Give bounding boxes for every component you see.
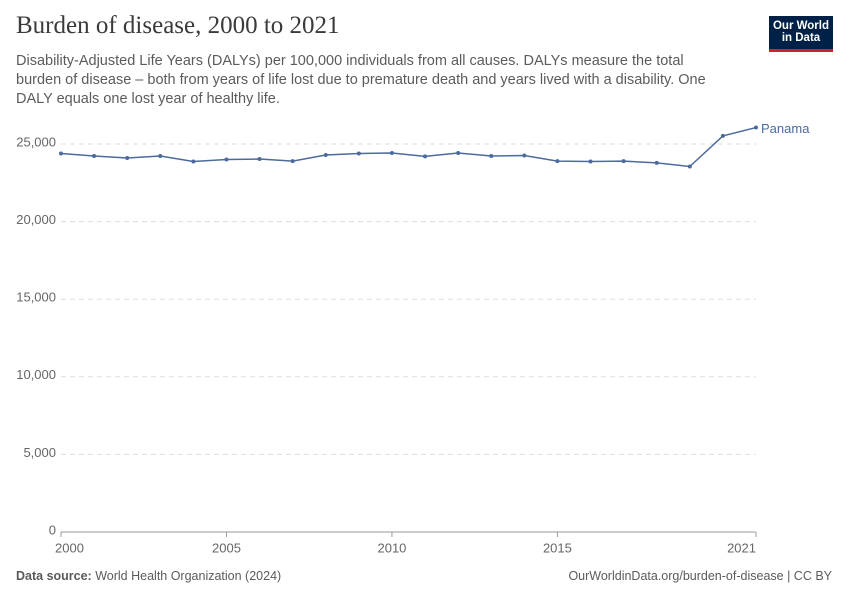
x-tick-label: 2010	[377, 540, 406, 555]
data-point	[224, 157, 229, 162]
data-point	[720, 133, 725, 138]
url[interactable]: OurWorldinData.org/burden-of-disease | C…	[568, 569, 832, 583]
x-tick-label: 2005	[212, 540, 241, 555]
y-tick-label: 0	[49, 522, 56, 537]
data-point	[389, 151, 394, 156]
data-point	[356, 151, 361, 156]
logo-text: in Data	[781, 32, 821, 44]
y-tick-label: 5,000	[23, 445, 56, 460]
data-point	[59, 151, 63, 156]
y-tick-label: 25,000	[16, 134, 56, 149]
data-point	[125, 155, 130, 160]
data-point	[158, 153, 163, 158]
data-point	[257, 157, 262, 162]
chart-title: Burden of disease, 2000 to 2021	[16, 12, 340, 39]
x-tick-label: 2000	[55, 540, 84, 555]
data-point	[754, 125, 758, 130]
source-label: Data source:	[16, 569, 92, 583]
data-point	[489, 153, 494, 158]
data-point	[654, 160, 659, 165]
series-label: Panama	[761, 121, 810, 136]
data-point	[588, 159, 593, 164]
logo[interactable]: Our World in Data	[769, 16, 833, 52]
chart-subtitle: Disability-Adjusted Life Years (DALYs) p…	[16, 53, 706, 107]
source-text: World Health Organization (2024)	[95, 569, 282, 583]
data-point	[555, 159, 560, 164]
data-point	[423, 154, 428, 159]
y-tick-label: 20,000	[16, 212, 56, 227]
data-point	[522, 153, 527, 158]
source: Data source: World Health Organization (…	[16, 569, 281, 583]
x-tick-label: 2021	[727, 540, 756, 555]
y-tick-label: 10,000	[16, 367, 56, 382]
data-point	[92, 153, 97, 158]
data-line	[60, 126, 757, 168]
logo-text: Our World	[772, 20, 829, 32]
y-tick-label: 15,000	[16, 290, 56, 305]
data-point	[323, 153, 328, 158]
data-point	[621, 159, 626, 164]
data-point	[290, 159, 295, 164]
data-point	[456, 151, 461, 156]
data-point	[687, 164, 692, 169]
data-point	[191, 159, 196, 164]
x-tick-label: 2015	[543, 540, 572, 555]
